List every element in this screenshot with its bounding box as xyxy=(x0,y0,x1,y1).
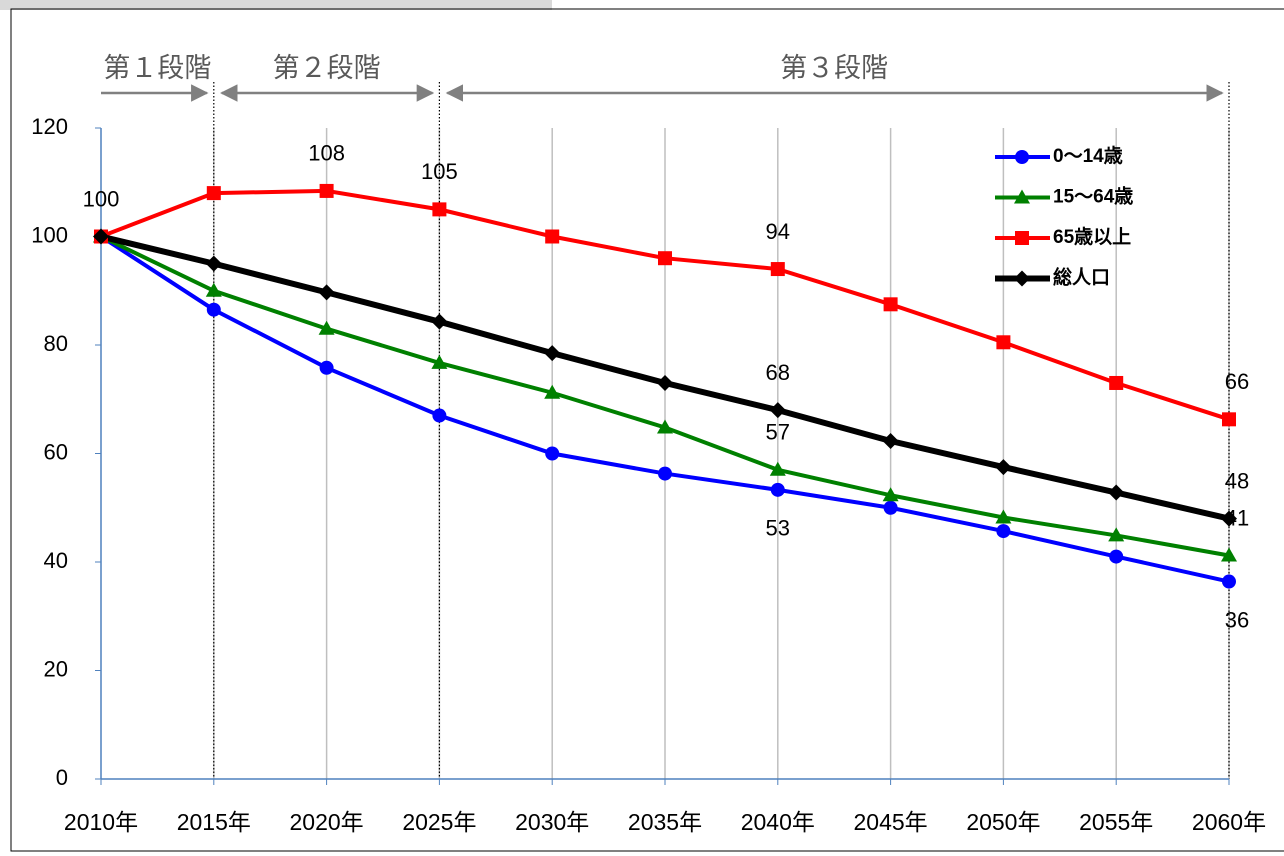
data-label: 108 xyxy=(308,141,345,166)
stage-label: 第２段階 xyxy=(273,53,381,83)
data-point xyxy=(996,335,1011,350)
data-point xyxy=(1222,574,1236,589)
data-label: 57 xyxy=(766,420,790,445)
data-point xyxy=(1108,484,1125,501)
data-point xyxy=(770,262,785,277)
data-point xyxy=(432,202,447,217)
y-tick-label: 100 xyxy=(31,222,68,247)
data-point xyxy=(658,251,672,266)
data-point xyxy=(206,302,221,317)
data-point xyxy=(545,229,560,244)
legend-label: 15〜64歳 xyxy=(1053,186,1133,208)
x-tick-label: 2020年 xyxy=(290,809,364,835)
x-tick-label: 2025年 xyxy=(402,809,476,835)
data-point xyxy=(318,284,335,301)
y-tick-label: 120 xyxy=(31,114,68,139)
y-tick-label: 20 xyxy=(44,656,68,681)
chart-frame xyxy=(10,8,1284,852)
y-tick-label: 40 xyxy=(44,548,68,573)
data-point xyxy=(1222,412,1236,427)
data-point xyxy=(882,487,899,502)
data-point xyxy=(545,446,560,461)
data-point xyxy=(1108,527,1125,542)
legend-marker xyxy=(1015,231,1029,245)
data-point xyxy=(1221,547,1237,562)
x-tick-label: 2030年 xyxy=(515,809,589,835)
legend-label: 0〜14歳 xyxy=(1053,145,1123,167)
data-label: 66 xyxy=(1225,369,1249,394)
tab-bar xyxy=(0,0,552,10)
data-label: 53 xyxy=(766,516,790,541)
data-label: 36 xyxy=(1225,607,1249,632)
data-point xyxy=(432,408,447,423)
data-label: 48 xyxy=(1225,468,1249,493)
x-tick-label: 2040年 xyxy=(741,809,815,835)
x-tick-label: 2010年 xyxy=(64,809,138,835)
data-point xyxy=(657,419,673,434)
data-point xyxy=(319,183,334,198)
data-point xyxy=(995,509,1012,524)
data-point xyxy=(544,384,561,399)
data-label: 105 xyxy=(421,159,458,184)
legend-label: 総人口 xyxy=(1053,266,1110,289)
data-point xyxy=(882,433,899,450)
legend-marker xyxy=(1014,189,1030,204)
x-tick-label: 2050年 xyxy=(966,809,1040,835)
data-point xyxy=(1109,375,1124,390)
data-point xyxy=(1109,549,1124,564)
data-point xyxy=(206,186,221,201)
stage-label: 第３段階 xyxy=(780,53,888,83)
x-tick-label: 2055年 xyxy=(1079,809,1153,835)
x-tick-label: 2045年 xyxy=(854,809,928,835)
data-label: 94 xyxy=(766,219,790,244)
legend-label: 65歳以上 xyxy=(1053,226,1131,248)
data-point xyxy=(658,466,672,481)
stage-label: 第１段階 xyxy=(103,53,211,83)
data-point xyxy=(431,313,448,330)
data-point xyxy=(205,255,222,272)
legend-marker xyxy=(1015,150,1029,164)
y-tick-label: 80 xyxy=(44,331,68,356)
x-tick-label: 2015年 xyxy=(177,809,251,835)
data-point xyxy=(1221,510,1237,527)
data-point xyxy=(995,459,1012,476)
data-point xyxy=(996,524,1011,539)
legend-marker xyxy=(1014,270,1030,287)
data-point xyxy=(318,320,335,335)
data-point xyxy=(93,228,109,245)
data-point xyxy=(769,461,786,476)
data-point xyxy=(770,482,785,497)
y-tick-label: 0 xyxy=(56,765,68,790)
x-tick-label: 2035年 xyxy=(628,809,702,835)
data-point xyxy=(319,360,334,375)
data-point xyxy=(431,354,448,369)
data-point xyxy=(544,345,561,362)
data-point xyxy=(769,402,786,419)
data-point xyxy=(657,374,673,391)
data-point xyxy=(205,282,222,297)
data-point xyxy=(883,297,898,312)
x-tick-label: 2060年 xyxy=(1192,809,1266,835)
data-label: 100 xyxy=(83,186,120,211)
y-tick-label: 60 xyxy=(44,439,68,464)
data-label: 68 xyxy=(766,360,790,385)
data-point xyxy=(883,500,898,515)
